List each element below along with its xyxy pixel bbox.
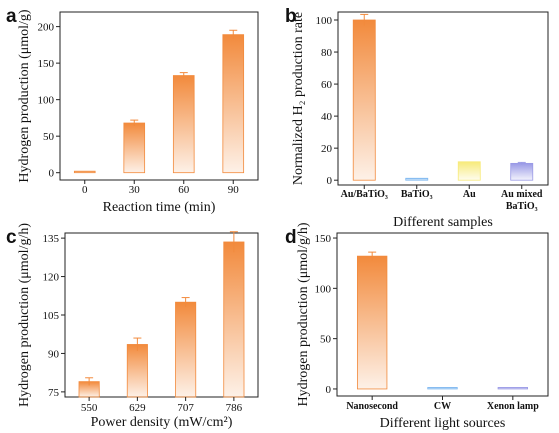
x-tick-label: 629 [129, 402, 146, 414]
x-tick-label: 0 [82, 184, 88, 196]
panel-letter: d [285, 227, 297, 248]
panel-d: d 0 50 100 150 Nanosecond CW Xenon lamp Differen… [285, 222, 549, 431]
y-tick-label: 105 [43, 310, 60, 322]
bar [223, 241, 245, 398]
y-axis-title: Hydrogen production (μmol/g/h) [296, 222, 311, 406]
y-tick-label: 75 [48, 387, 60, 399]
x-tick-label: BaTiO₃ [401, 189, 433, 200]
y-axis-title: Normalized H₂ production rate [291, 12, 306, 185]
x-tick-label: 90 [228, 184, 240, 196]
x-tick-label: 30 [129, 184, 141, 196]
bar [457, 161, 481, 181]
panel-a: a 0 50 100 150 200 0 30 60 90 Reaction time (min) H… [6, 6, 259, 215]
y-tick-label: 120 [43, 272, 60, 284]
x-axis-title: Reaction time (min) [103, 200, 216, 215]
panel-b: b 0 20 40 60 80 100 Au/BaTiO₃ BaTiO₃ Au Au mixed Ba… [285, 6, 549, 230]
y-tick-label: 0 [49, 168, 55, 180]
bar [123, 122, 146, 174]
plot-frame [337, 11, 549, 186]
y-tick-label: 135 [43, 233, 60, 245]
y-tick-label: 50 [43, 131, 55, 143]
x-tick-label: 786 [226, 402, 243, 414]
y-tick-label: 0 [326, 384, 332, 396]
x-tick-label: 60 [178, 184, 190, 196]
y-tick-label: 200 [38, 22, 55, 34]
bar [175, 301, 197, 398]
bar [497, 387, 529, 390]
bar [172, 75, 195, 174]
bar [427, 387, 458, 390]
bar [405, 177, 429, 181]
x-tick-label: CW [434, 401, 451, 412]
x-axis-title: Power density (mW/cm²) [91, 415, 233, 430]
y-tick-label: 150 [38, 58, 55, 70]
panel-letter: c [6, 227, 17, 248]
y-tick-label: 40 [321, 111, 333, 123]
y-tick-label: 50 [320, 334, 332, 346]
x-axis-title: Different light sources [380, 416, 506, 431]
y-axis-title: Hydrogen production (μmol/g) [17, 9, 32, 182]
y-axis-title: Hydrogen production (μmol/g/h) [17, 223, 32, 407]
x-tick-label: 550 [81, 402, 98, 414]
y-tick-label: 150 [315, 233, 332, 245]
panel-letter: a [6, 6, 17, 27]
x-tick-label: Nanosecond [346, 401, 398, 412]
x-tick-label: Xenon lamp [487, 401, 539, 412]
y-tick-label: 20 [321, 143, 333, 155]
x-tick-label: Au/BaTiO₃ [341, 189, 388, 200]
x-tick-label: Au [463, 189, 476, 200]
x-tick-label: 707 [177, 402, 194, 414]
y-tick-label: 100 [315, 283, 332, 295]
y-tick-label: 60 [321, 79, 333, 91]
bar [352, 19, 376, 181]
bar [222, 34, 245, 174]
y-tick-label: 100 [316, 15, 333, 27]
bar [126, 344, 148, 398]
bar [356, 255, 388, 390]
x-axis-title: Different samples [393, 215, 493, 230]
panel-letter: b [285, 6, 297, 27]
y-tick-label: 90 [48, 348, 60, 360]
bar [73, 170, 96, 174]
plot-frame [59, 11, 259, 181]
x-tick-label: Au mixed BaTiO₃ [501, 189, 543, 212]
y-tick-label: 100 [38, 95, 55, 107]
y-tick-label: 0 [327, 175, 333, 187]
bar [510, 162, 534, 181]
y-tick-label: 80 [321, 47, 333, 59]
